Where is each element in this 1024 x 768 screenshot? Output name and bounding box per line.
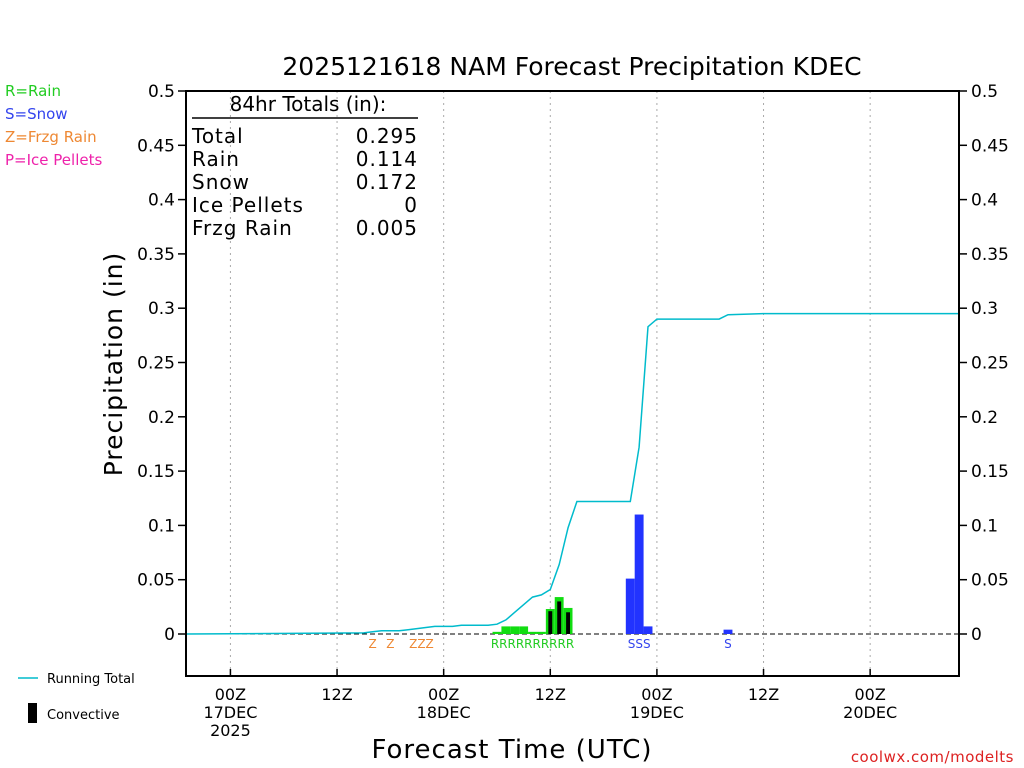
y-tick-label-right: 0.45 xyxy=(971,136,1009,156)
ptype-markers: Z Z ZZZ RRRRRRRRRR SSS S xyxy=(368,637,731,651)
y-tick-label-right: 0 xyxy=(971,625,982,645)
x-tick-label: 19DEC xyxy=(630,703,684,722)
totals-header: 84hr Totals (in): xyxy=(230,92,387,116)
totals-label: Rain xyxy=(192,147,240,171)
ptype-marker: RRRRRRRRRR xyxy=(491,637,574,651)
rain-precip-bar xyxy=(528,631,537,634)
y-tick-label-right: 0.4 xyxy=(971,191,998,211)
totals-value: 0.295 xyxy=(356,124,418,148)
x-tick-label: 20DEC xyxy=(843,703,897,722)
x-tick-label: 00Z xyxy=(215,685,246,704)
ptype-marker: Z xyxy=(386,637,394,651)
y-tick-label-left: 0.45 xyxy=(137,136,175,156)
totals-value: 0.114 xyxy=(356,147,418,171)
plot-frame xyxy=(185,90,960,677)
y-tick-label-left: 0 xyxy=(164,625,175,645)
totals-rows: Total 0.295 Rain 0.114 Snow 0.172 Ice Pellets 0… xyxy=(191,124,418,240)
rain-precip-bar xyxy=(536,631,546,634)
y-tick-label-left: 0.3 xyxy=(148,299,175,319)
totals-box: 84hr Totals (in): Total 0.295 Rain 0.114 Sno… xyxy=(191,92,418,240)
snow-precip-bar xyxy=(643,626,653,634)
snow-precip-bar xyxy=(723,629,733,634)
convective-bar xyxy=(548,611,553,634)
totals-label: Total xyxy=(191,124,244,148)
y-tick-label-left: 0.25 xyxy=(137,354,175,374)
totals-value: 0 xyxy=(404,193,418,217)
x-tick-label: 12Z xyxy=(748,685,779,704)
y-tick-label-left: 0.5 xyxy=(148,82,175,102)
y-tick-label-right: 0.5 xyxy=(971,82,998,102)
running-total-legend-label: Running Total xyxy=(47,672,135,687)
snow-precip-bar xyxy=(634,514,644,634)
grid-layer xyxy=(186,91,959,676)
y-tick-label-right: 0.15 xyxy=(971,462,1009,482)
y-tick-label-right: 0.25 xyxy=(971,354,1009,374)
totals-value: 0.172 xyxy=(356,170,418,194)
x-tick-label: 12Z xyxy=(535,685,566,704)
y-tick-label-left: 0.4 xyxy=(148,191,175,211)
y-axis-label: Precipitation (in) xyxy=(99,252,128,477)
x-tick-label: 00Z xyxy=(641,685,672,704)
y-tick-label-left: 0.2 xyxy=(148,408,175,428)
ptype-legend-item: P=Ice Pellets xyxy=(5,151,102,169)
ptype-legend-item: R=Rain xyxy=(5,82,61,100)
chart-title: 2025121618 NAM Forecast Precipitation KD… xyxy=(282,52,861,81)
snow-precip-bar xyxy=(625,578,635,634)
y-tick-label-left: 0.05 xyxy=(137,571,175,591)
y-tick-label-right: 0.05 xyxy=(971,571,1009,591)
y-tick-label-left: 0.15 xyxy=(137,462,175,482)
totals-value: 0.005 xyxy=(356,216,418,240)
y-tick-label-left: 0.1 xyxy=(148,516,175,536)
convective-legend-swatch xyxy=(28,703,37,723)
x-axis-label: Forecast Time (UTC) xyxy=(371,735,652,765)
y-tick-label-right: 0.2 xyxy=(971,408,998,428)
rain-precip-bar xyxy=(492,631,502,634)
rain-precip-bar xyxy=(510,626,520,634)
y-tick-label-right: 0.35 xyxy=(971,245,1009,265)
x-tick-label: 12Z xyxy=(321,685,352,704)
x-tick-label: 17DEC xyxy=(203,703,257,722)
y-axis-left: 0 0.05 0.1 0.15 0.2 0.25 0.3 0.35 0.4 0.45 0.5 xyxy=(137,82,186,645)
rain-precip-bar xyxy=(501,626,511,634)
bars-layer xyxy=(492,514,733,634)
convective-legend-label: Convective xyxy=(47,708,120,723)
rain-precip-bar xyxy=(519,626,529,634)
credit-text: coolwx.com/modelts xyxy=(851,748,1014,766)
totals-label: Ice Pellets xyxy=(192,193,304,217)
totals-label: Snow xyxy=(192,170,250,194)
ptype-legend: R=Rain S=Snow Z=Frzg Rain P=Ice Pellets xyxy=(5,82,102,169)
y-axis-right: 0 0.05 0.1 0.15 0.2 0.25 0.3 0.35 0.4 0.45 0.5 xyxy=(959,82,1009,645)
ptype-legend-item: S=Snow xyxy=(5,105,68,123)
running-total-layer xyxy=(185,312,959,635)
series-legend: Running Total Convective xyxy=(18,672,135,723)
x-tick-label: 00Z xyxy=(854,685,885,704)
y-tick-label-right: 0.1 xyxy=(971,516,998,536)
totals-label: Frzg Rain xyxy=(192,216,293,240)
x-tick-label: 18DEC xyxy=(417,703,471,722)
y-tick-label-left: 0.35 xyxy=(137,245,175,265)
convective-bar xyxy=(566,612,571,634)
x-tick-label: 00Z xyxy=(428,685,459,704)
convective-bar xyxy=(557,601,562,634)
x-tick-label: 2025 xyxy=(210,721,251,740)
ptype-marker: SSS xyxy=(628,637,651,651)
ptype-marker: S xyxy=(724,637,732,651)
running-total-line xyxy=(185,312,959,635)
ptype-legend-item: Z=Frzg Rain xyxy=(5,128,97,146)
ptype-marker: ZZZ xyxy=(409,637,434,651)
ptype-marker: Z xyxy=(368,637,376,651)
y-tick-label-right: 0.3 xyxy=(971,299,998,319)
